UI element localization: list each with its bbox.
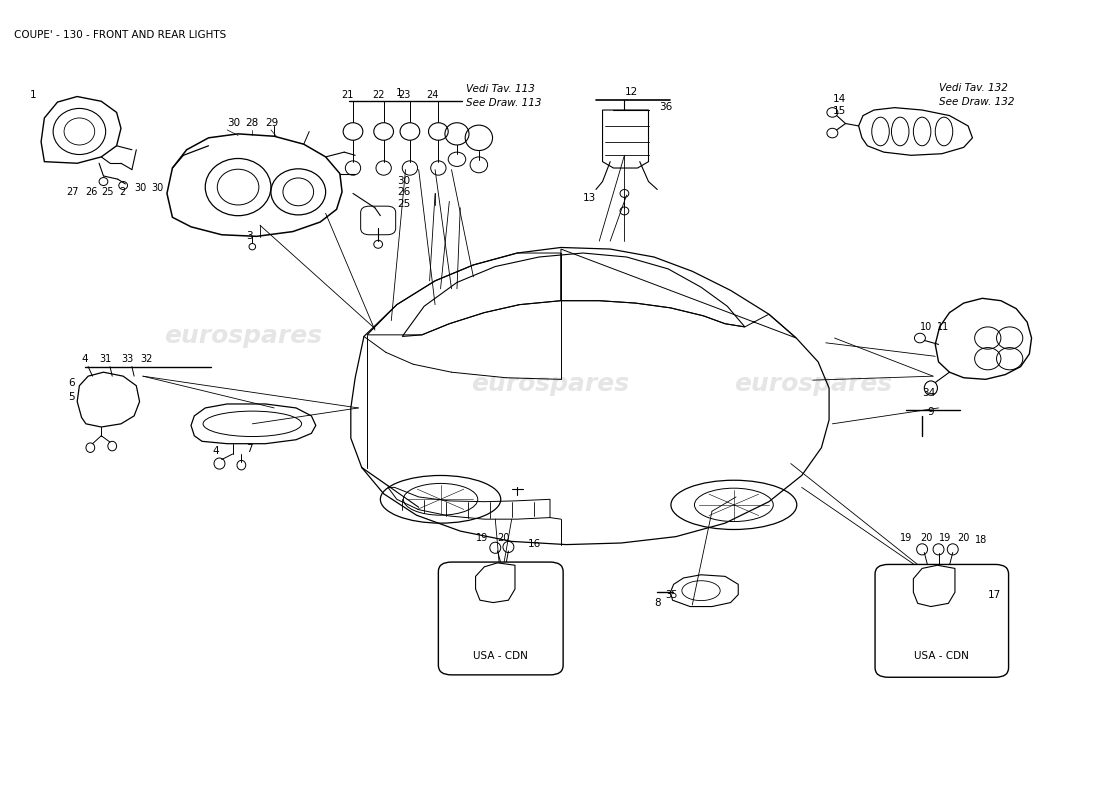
- Text: 34: 34: [922, 389, 935, 398]
- Text: 19: 19: [900, 533, 913, 543]
- Text: 15: 15: [833, 106, 846, 115]
- Text: 29: 29: [265, 118, 278, 127]
- Text: eurospares: eurospares: [734, 372, 892, 396]
- Text: 13: 13: [583, 193, 596, 203]
- Text: 19: 19: [938, 533, 950, 543]
- Text: eurospares: eurospares: [471, 372, 629, 396]
- Text: 21: 21: [341, 90, 354, 100]
- Text: 14: 14: [833, 94, 846, 105]
- Text: 11: 11: [937, 322, 949, 333]
- Text: See Draw. 113: See Draw. 113: [465, 98, 541, 109]
- Text: 33: 33: [121, 354, 133, 364]
- Text: 32: 32: [141, 354, 153, 364]
- Text: 23: 23: [398, 90, 410, 100]
- Text: 18: 18: [975, 534, 987, 545]
- Text: 31: 31: [99, 354, 111, 364]
- Text: 25: 25: [397, 199, 410, 210]
- Text: 30: 30: [152, 183, 164, 194]
- Text: 28: 28: [245, 118, 258, 127]
- FancyBboxPatch shape: [874, 565, 1009, 678]
- Text: 3: 3: [245, 231, 252, 241]
- Text: USA - CDN: USA - CDN: [914, 650, 969, 661]
- FancyBboxPatch shape: [439, 562, 563, 675]
- Text: 20: 20: [497, 533, 509, 543]
- Text: 36: 36: [659, 102, 673, 113]
- Text: 30: 30: [227, 118, 240, 127]
- Text: 27: 27: [66, 187, 79, 198]
- Text: 12: 12: [625, 86, 638, 97]
- Text: 26: 26: [397, 187, 410, 198]
- Text: 30: 30: [134, 183, 146, 194]
- Text: 20: 20: [920, 533, 933, 543]
- Text: COUPE' - 130 - FRONT AND REAR LIGHTS: COUPE' - 130 - FRONT AND REAR LIGHTS: [13, 30, 225, 40]
- Text: 16: 16: [528, 539, 541, 550]
- Text: 19: 19: [475, 533, 487, 543]
- Text: eurospares: eurospares: [165, 325, 322, 349]
- Text: 7: 7: [245, 444, 252, 454]
- Text: 5: 5: [68, 391, 75, 402]
- Text: 25: 25: [101, 187, 113, 198]
- Text: 24: 24: [427, 90, 439, 100]
- Text: 4: 4: [81, 354, 88, 364]
- Text: 30: 30: [397, 175, 410, 186]
- Text: 20: 20: [957, 533, 969, 543]
- Text: 35: 35: [664, 590, 678, 600]
- Text: USA - CDN: USA - CDN: [473, 650, 528, 661]
- Text: 1: 1: [396, 88, 403, 98]
- Text: 6: 6: [68, 378, 75, 388]
- Text: 8: 8: [654, 598, 661, 608]
- Text: 10: 10: [920, 322, 932, 333]
- Text: 4: 4: [213, 446, 220, 456]
- Text: 26: 26: [85, 187, 97, 198]
- Text: 1: 1: [30, 90, 36, 100]
- Text: Vedi Tav. 132: Vedi Tav. 132: [938, 82, 1008, 93]
- Text: Vedi Tav. 113: Vedi Tav. 113: [465, 84, 535, 94]
- Text: 2: 2: [119, 187, 125, 198]
- Text: See Draw. 132: See Draw. 132: [938, 97, 1014, 107]
- Text: 22: 22: [372, 90, 384, 100]
- Text: 9: 9: [927, 407, 934, 418]
- Text: 17: 17: [988, 590, 1001, 600]
